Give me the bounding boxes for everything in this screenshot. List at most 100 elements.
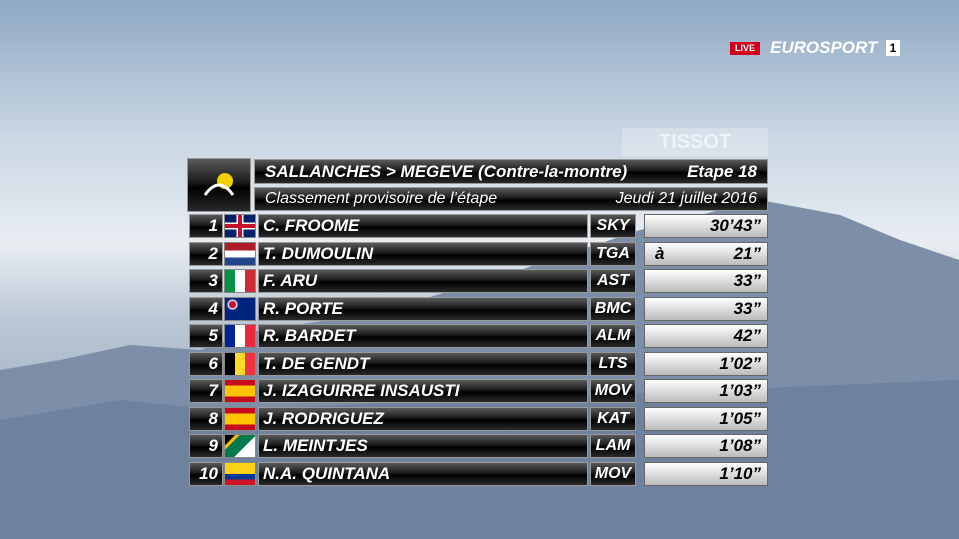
team-text: MOV (594, 464, 632, 482)
time: 1’08” (644, 434, 768, 458)
rider-name-text: C. FROOME (263, 216, 360, 235)
team-text: LAM (595, 437, 631, 454)
rank: 3 (189, 269, 223, 293)
rank: 4 (189, 296, 223, 321)
time-text: 1’05” (719, 408, 761, 428)
time-text: 33” (733, 298, 761, 318)
team: BMC (590, 296, 636, 321)
rank-text: 7 (208, 381, 218, 400)
flag (224, 241, 256, 266)
team: LAM (590, 434, 636, 458)
date: Jeudi 21 juillet 2016 (615, 190, 757, 207)
time: 42” (644, 324, 768, 348)
team: MOV (590, 461, 636, 486)
rank-text: 9 (208, 436, 218, 455)
team: LTS (590, 351, 636, 376)
logo-icon (203, 173, 235, 196)
team-text: ALM (595, 327, 631, 344)
flag (224, 269, 256, 293)
team-text: BMC (594, 299, 632, 317)
team-text: KAT (597, 409, 629, 427)
gap-prefix: à (655, 243, 665, 263)
team: SKY (590, 214, 636, 238)
time: 1’10” (644, 461, 768, 486)
rider-name-text: T. DE GENDT (263, 353, 370, 373)
live-badge: LIVE (730, 42, 760, 55)
flag (224, 434, 256, 458)
flag (224, 406, 256, 431)
subheader-bar: Classement provisoire de l’étape Jeudi 2… (254, 187, 768, 211)
rider-name: J. IZAGUIRRE INSAUSTI (258, 379, 588, 403)
rider-name: J. RODRIGUEZ (258, 406, 588, 431)
time-text: 1’08” (719, 436, 761, 455)
flag (224, 461, 256, 486)
rank: 8 (189, 406, 223, 431)
rider-name: R. BARDET (258, 324, 588, 348)
rider-name-text: F. ARU (263, 271, 318, 290)
time: 1’03” (644, 379, 768, 403)
rider-name-text: J. IZAGUIRRE INSAUSTI (263, 381, 460, 400)
flag (224, 351, 256, 376)
rider-name-text: R. PORTE (263, 298, 343, 318)
header-bar: SALLANCHES > MEGEVE (Contre-la-montre) E… (254, 159, 768, 184)
time-text: 42” (733, 326, 761, 345)
rider-name-text: N.A. QUINTANA (263, 463, 391, 483)
rank: 7 (189, 379, 223, 403)
rider-name: R. PORTE (258, 296, 588, 321)
time: 1’02” (644, 351, 768, 376)
flag (224, 324, 256, 348)
flag (224, 214, 256, 238)
rank-text: 8 (208, 408, 218, 428)
time: 1’05” (644, 406, 768, 431)
rank: 10 (189, 461, 223, 486)
rank-text: 4 (208, 298, 218, 318)
team-text: LTS (598, 354, 628, 372)
rider-name: L. MEINTJES (258, 434, 588, 458)
rank-text: 6 (208, 353, 218, 373)
subtitle: Classement provisoire de l’étape (265, 190, 498, 207)
rider-name: T. DUMOULIN (258, 241, 588, 266)
rider-name: T. DE GENDT (258, 351, 588, 376)
rider-name-text: J. RODRIGUEZ (263, 408, 384, 428)
stage-number: Etape 18 (687, 161, 757, 181)
team: ALM (590, 324, 636, 348)
team: TGA (590, 241, 636, 266)
rank-text: 10 (199, 463, 218, 483)
team: KAT (590, 406, 636, 431)
stage-route: SALLANCHES > MEGEVE (Contre-la-montre) (265, 161, 628, 181)
time-text: 1’02” (719, 353, 761, 373)
flag (224, 379, 256, 403)
rank-text: 2 (208, 243, 218, 263)
time-text: 1’10” (719, 463, 761, 483)
channel-number: 1 (886, 40, 900, 56)
time: 30’43” (644, 214, 768, 238)
race-logo (187, 158, 251, 212)
rider-name: N.A. QUINTANA (258, 461, 588, 486)
team-text: AST (597, 272, 629, 289)
time-text: 33” (733, 271, 761, 290)
sponsor-watermark: TISSOT (622, 128, 768, 156)
rider-name: C. FROOME (258, 214, 588, 238)
rank: 5 (189, 324, 223, 348)
time: 21” à (644, 241, 768, 266)
time-text: 1’03” (719, 381, 761, 400)
team-text: MOV (594, 382, 632, 399)
rank: 2 (189, 241, 223, 266)
rank-text: 3 (208, 271, 218, 290)
rider-name-text: R. BARDET (263, 326, 356, 345)
rank-text: 1 (208, 216, 218, 235)
rider-name: F. ARU (258, 269, 588, 293)
flag (224, 296, 256, 321)
team: AST (590, 269, 636, 293)
rider-name-text: L. MEINTJES (263, 436, 368, 455)
time: 33” (644, 269, 768, 293)
team-text: TGA (596, 244, 630, 262)
time: 33” (644, 296, 768, 321)
time-text: 30’43” (709, 216, 761, 235)
channel-logo: EUROSPORT (770, 38, 878, 57)
rank-text: 5 (208, 326, 218, 345)
rank: 6 (189, 351, 223, 376)
team: MOV (590, 379, 636, 403)
rank: 1 (189, 214, 223, 238)
